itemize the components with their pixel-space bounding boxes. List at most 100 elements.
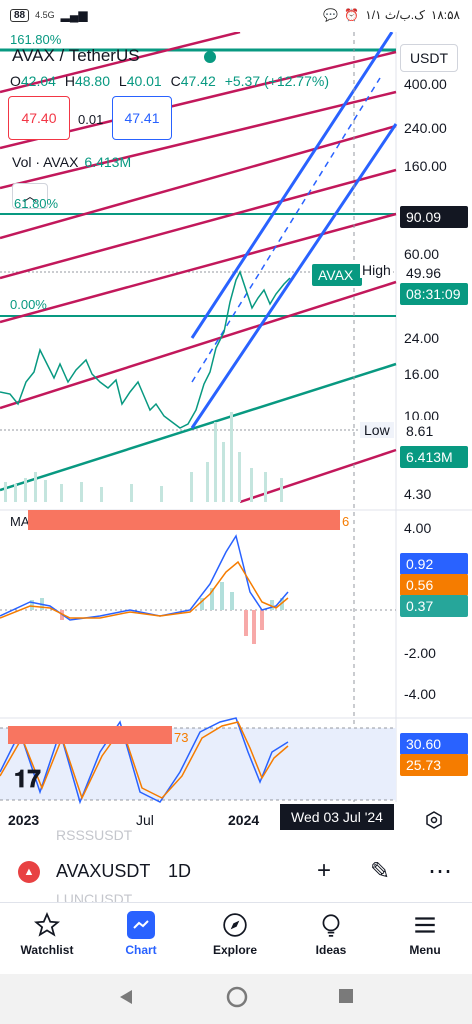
settings-hex-icon[interactable] — [424, 810, 444, 830]
buy-button[interactable]: 47.41 — [112, 96, 172, 140]
ghost-symbol-above: RSSSUSDT — [56, 827, 133, 843]
signal-line[interactable] — [0, 560, 289, 619]
scale-label: 60.00 — [404, 246, 440, 262]
volume-tag: 6.413M — [400, 446, 468, 468]
volume-bars — [4, 412, 283, 502]
tab-bar: Watchlist Chart Explore Ideas Menu — [0, 902, 472, 974]
macd-scale-label: -2.00 — [404, 645, 436, 661]
high-tag-label: High — [360, 262, 393, 278]
chart-area[interactable] — [0, 32, 472, 832]
recents-icon[interactable] — [338, 988, 354, 1009]
alarm-icon: ⏰ — [344, 8, 360, 22]
macd-scale-label: 4.00 — [404, 520, 432, 536]
currency-button[interactable]: USDT — [400, 44, 458, 72]
macd-tag: 0.92 — [400, 553, 468, 575]
tab-label: Explore — [212, 943, 257, 957]
symbol-title-text[interactable]: AVAX / TetherUS — [12, 46, 140, 65]
low-tag-label: Low — [360, 422, 394, 438]
chart-canvas[interactable] — [0, 32, 472, 832]
system-nav-bar — [0, 974, 472, 1024]
close-label: C — [170, 73, 181, 89]
tab-label: Watchlist — [20, 943, 74, 957]
tab-menu[interactable]: Menu — [380, 911, 470, 957]
fib-161-label: 161.80% — [10, 32, 62, 47]
symbol-title[interactable]: AVAX / TetherUS — [12, 46, 140, 66]
status-left: 88 4.5G ▂▄▆ — [10, 8, 88, 22]
low-tag-value: 8.61 — [400, 420, 468, 442]
low-label: L — [118, 73, 127, 89]
more-icon[interactable]: ⋯ — [428, 858, 452, 885]
volume-legend: Vol · AVAX 6.413M — [12, 154, 131, 170]
fib-price-tag: 90.09 — [400, 206, 468, 228]
scale-label: 4.30 — [404, 486, 432, 502]
price-candles[interactable] — [0, 270, 291, 429]
chat-icon: 💬 — [323, 8, 339, 22]
ohlc-row: O42.04 H48.80 L40.01 C47.42 +5.37 (+12.7… — [10, 73, 334, 89]
date-axis-label: 2024 — [228, 812, 260, 828]
status-bar: 88 4.5G ▂▄▆ 💬 ⏰ ۱/۱ ک.ب/ث ۱۸:۵۸ — [0, 0, 472, 32]
macd-scale-label: -4.00 — [404, 686, 436, 702]
market-status-icon — [204, 51, 216, 63]
status-time: ۱۸:۵۸ — [430, 8, 460, 22]
add-icon[interactable]: + — [316, 857, 331, 884]
status-date: ۱/۱ ک.ب/ث — [365, 8, 425, 22]
status-right: 💬 ⏰ ۱/۱ ک.ب/ث ۱۸:۵۸ — [323, 8, 460, 22]
scale-label: 24.00 — [404, 330, 440, 346]
home-icon[interactable] — [226, 986, 248, 1013]
redaction-bar — [8, 726, 172, 744]
stoch-label-suffix: 73 — [174, 730, 189, 745]
draw-pen-icon[interactable]: ✎ — [369, 858, 391, 885]
symbol-name[interactable]: AVAXUSDT — [56, 861, 151, 881]
tab-explore[interactable]: Explore — [190, 911, 280, 957]
stoch-k-line[interactable] — [0, 717, 289, 805]
signal-icon: 4.5G — [35, 10, 55, 20]
sell-button[interactable]: 47.40 — [8, 96, 70, 140]
signal-tag: 0.56 — [400, 574, 468, 596]
open-value: 42.04 — [20, 73, 56, 89]
tradingview-logo-icon: 𝟏𝟕 — [14, 766, 41, 793]
crosshair-date-tag: Wed 03 Jul '24 — [280, 804, 394, 830]
tab-label: Menu — [409, 943, 441, 957]
star-icon — [33, 911, 61, 939]
avax-logo-icon: ▲ — [18, 861, 40, 883]
symbol-price-tag: AVAX — [312, 264, 362, 286]
fib-0-label: 0.00% — [10, 297, 47, 312]
redaction-bar — [28, 510, 340, 530]
tab-chart[interactable]: Chart — [96, 911, 186, 957]
stoch-k-tag: 30.60 — [400, 733, 468, 755]
date-axis-label: 2023 — [8, 812, 40, 828]
tab-label: Ideas — [315, 943, 347, 957]
scale-label: 16.00 — [404, 366, 440, 382]
symbol-bar: RSSSUSDT ▲ AVAXUSDT 1D + ✎ ⋯ LUNCUSDT — [0, 827, 472, 907]
scale-label: 400.00 — [404, 76, 447, 92]
lightbulb-icon — [317, 911, 345, 939]
collapse-legend-button[interactable]: ︿ — [12, 183, 48, 209]
blue-channel[interactable] — [190, 32, 398, 429]
battery-icon: 88 — [10, 8, 30, 22]
histogram-tag: 0.37 — [400, 595, 468, 617]
high-tag-value: 49.96 — [400, 262, 468, 284]
low-value: 40.01 — [126, 73, 162, 89]
compass-icon — [221, 911, 249, 939]
scale-label: 160.00 — [404, 158, 447, 174]
high-label: H — [64, 73, 75, 89]
macd-label-suffix: 6 — [342, 514, 350, 529]
market-open-dot — [204, 50, 216, 68]
signal-bars-icon: ▂▄▆ — [60, 8, 88, 22]
countdown-tag: 08:31:09 — [400, 283, 468, 305]
stoch-d-tag: 25.73 — [400, 754, 468, 776]
scale-label: 240.00 — [404, 120, 447, 136]
tab-watchlist[interactable]: Watchlist — [2, 911, 92, 957]
stoch-d-line[interactable] — [0, 721, 289, 801]
macd-label: MA — [10, 514, 30, 529]
fib-618-label: 61.80% — [14, 196, 59, 211]
change-value: +5.37 (+12.77%) — [224, 73, 329, 89]
close-value: 47.42 — [180, 73, 216, 89]
macd-histogram — [30, 582, 284, 610]
fib-channel-lines[interactable] — [0, 32, 397, 504]
timeframe-selector[interactable]: 1D — [168, 861, 192, 881]
trend-line-green[interactable] — [0, 362, 397, 492]
back-icon[interactable] — [118, 988, 134, 1011]
open-label: O — [10, 73, 21, 89]
tab-ideas[interactable]: Ideas — [286, 911, 376, 957]
